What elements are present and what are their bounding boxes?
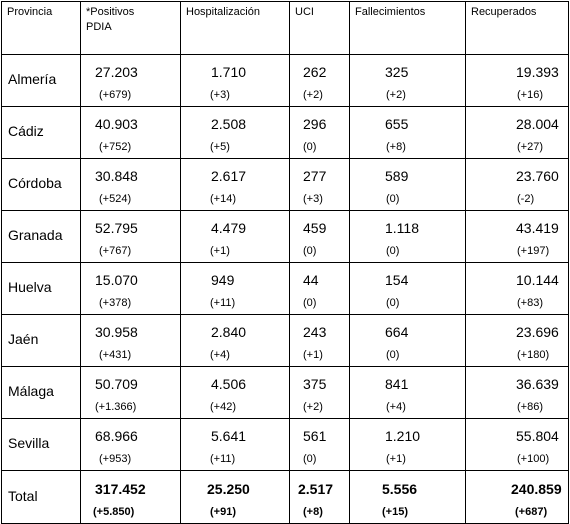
positivos-cell: 50.709 (+1.366) [80, 366, 181, 419]
recuperados-cell: 28.004 (+27) [465, 106, 569, 159]
province-cell: Almería [1, 54, 81, 107]
table-row: Huelva 15.070 (+378) 949 (+11) 44 (0) 154 (0… [1, 262, 569, 315]
header-fallecimientos: Fallecimientos [349, 1, 466, 55]
uci-cell: 262 (+2) [289, 54, 350, 107]
header-row: Provincia *Positivos PDIA Hospitalización… [1, 1, 569, 55]
header-positivos: *Positivos PDIA [80, 1, 181, 55]
uci-cell: 459 (0) [289, 210, 350, 263]
positivos-cell: 40.903 (+752) [80, 106, 181, 159]
table-row: Jaén 30.958 (+431) 2.840 (+4) 243 (+1) 664(… [1, 314, 569, 367]
province-cell: Jaén [1, 314, 81, 367]
recuperados-cell: 19.393 (+16) [465, 54, 569, 107]
table-row: Cádiz 40.903 (+752) 2.508 (+5) 296 (0) 655(… [1, 106, 569, 159]
recuperados-cell: 23.760 (-2) [465, 158, 569, 211]
hospitalizacion-cell: 949 (+11) [180, 262, 290, 315]
province-cell: Málaga [1, 366, 81, 419]
hospitalizacion-cell: 2.840 (+4) [180, 314, 290, 367]
total-label-cell: Total [1, 470, 81, 524]
province-cell: Sevilla [1, 418, 81, 471]
positivos-cell: 30.958 (+431) [80, 314, 181, 367]
total-fallecimientos-cell: 5.556 (+15) [349, 470, 466, 524]
total-hospitalizacion-cell: 25.250 (+91) [180, 470, 290, 524]
province-cell: Cádiz [1, 106, 81, 159]
header-hospitalizacion: Hospitalización [180, 1, 290, 55]
recuperados-cell: 36.639 (+86) [465, 366, 569, 419]
fallecimientos-cell: 1.210 (+1) [349, 418, 466, 471]
table-row: Almería 27.203 (+679) 1.710 (+3) 262 (+2) 3… [1, 54, 569, 107]
recuperados-cell: 55.804 (+100) [465, 418, 569, 471]
uci-cell: 44 (0) [289, 262, 350, 315]
header-uci: UCI [289, 1, 350, 55]
header-recuperados: Recuperados [465, 1, 569, 55]
hospitalizacion-cell: 1.710 (+3) [180, 54, 290, 107]
uci-cell: 277 (+3) [289, 158, 350, 211]
table-row: Córdoba 30.848 (+524) 2.617 (+14) 277 (+3) … [1, 158, 569, 211]
province-cell: Granada [1, 210, 81, 263]
recuperados-cell: 43.419 (+197) [465, 210, 569, 263]
fallecimientos-cell: 664 (0) [349, 314, 466, 367]
hospitalizacion-cell: 2.508 (+5) [180, 106, 290, 159]
recuperados-cell: 23.696 (+180) [465, 314, 569, 367]
province-cell: Huelva [1, 262, 81, 315]
table-row: Málaga 50.709 (+1.366) 4.506 (+42) 375 (+2)… [1, 366, 569, 419]
total-positivos-cell: 317.452 (+5.850) [80, 470, 181, 524]
positivos-cell: 52.795 (+767) [80, 210, 181, 263]
province-cell: Córdoba [1, 158, 81, 211]
fallecimientos-cell: 1.118 (0) [349, 210, 466, 263]
hospitalizacion-cell: 2.617 (+14) [180, 158, 290, 211]
fallecimientos-cell: 325 (+2) [349, 54, 466, 107]
total-recuperados-cell: 240.859 (+687) [465, 470, 569, 524]
uci-cell: 561 (0) [289, 418, 350, 471]
table-row: Sevilla 68.966 (+953) 5.641 (+11) 561 (0) 1… [1, 418, 569, 471]
fallecimientos-cell: 841 (+4) [349, 366, 466, 419]
fallecimientos-cell: 154 (0) [349, 262, 466, 315]
positivos-cell: 30.848 (+524) [80, 158, 181, 211]
fallecimientos-cell: 655 (+8) [349, 106, 466, 159]
hospitalizacion-cell: 4.506 (+42) [180, 366, 290, 419]
hospitalizacion-cell: 5.641 (+11) [180, 418, 290, 471]
positivos-cell: 15.070 (+378) [80, 262, 181, 315]
total-uci-cell: 2.517 (+8) [289, 470, 350, 524]
header-provincia: Provincia [1, 1, 81, 55]
uci-cell: 243 (+1) [289, 314, 350, 367]
positivos-cell: 68.966 (+953) [80, 418, 181, 471]
table-row: Granada 52.795 (+767) 4.479 (+1) 459 (0) 1.… [1, 210, 569, 263]
hospitalizacion-cell: 4.479 (+1) [180, 210, 290, 263]
total-row: Total 317.452 (+5.850) 25.250 (+91) 2.517(… [1, 470, 569, 524]
uci-cell: 375 (+2) [289, 366, 350, 419]
positivos-cell: 27.203 (+679) [80, 54, 181, 107]
fallecimientos-cell: 589 (0) [349, 158, 466, 211]
recuperados-cell: 10.144 (+83) [465, 262, 569, 315]
uci-cell: 296 (0) [289, 106, 350, 159]
